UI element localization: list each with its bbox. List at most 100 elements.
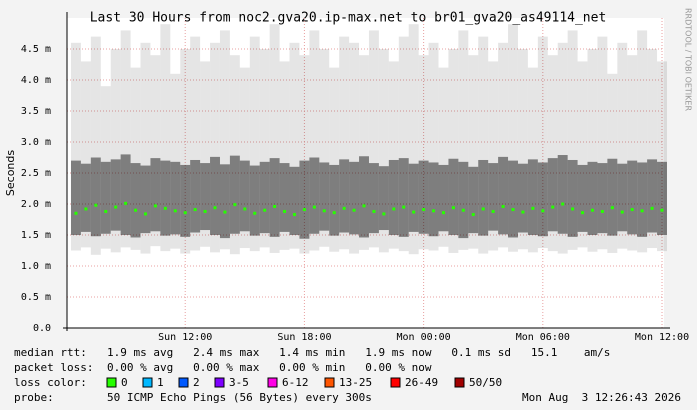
median-point <box>630 208 634 212</box>
median-point <box>114 205 118 209</box>
median-point <box>660 208 664 212</box>
smoke-core <box>279 163 290 232</box>
median-point <box>600 209 604 213</box>
smoke-outer <box>468 55 479 249</box>
smoke-core <box>567 159 578 237</box>
median-point <box>332 211 336 215</box>
legend-label: 6-12 <box>282 376 309 389</box>
smoke-core <box>289 166 300 235</box>
median-point <box>561 202 565 206</box>
smoke-outer <box>329 67 340 252</box>
smoke-outer <box>368 30 379 248</box>
median-point <box>153 204 157 208</box>
median-point <box>451 206 455 210</box>
smoke-outer <box>488 61 499 251</box>
smoke-core <box>150 158 161 232</box>
median-point <box>620 210 624 214</box>
smoke-outer <box>428 42 439 251</box>
legend-label: 1 <box>157 376 164 389</box>
smoke-outer <box>448 49 459 253</box>
smoke-core <box>180 164 191 237</box>
median-point <box>511 208 515 212</box>
watermark: RRDTOOL / TOBI OETIKER <box>684 8 693 111</box>
y-tick-label: 1.5 m <box>21 230 51 241</box>
probe-label: probe: <box>14 391 54 404</box>
smoke-outer <box>537 36 548 249</box>
smoke-outer <box>150 55 161 247</box>
y-tick-label: 4.0 m <box>21 75 51 86</box>
median-point <box>163 206 167 210</box>
x-tick-label: Sun 18:00 <box>277 332 331 343</box>
legend-swatch <box>390 377 401 388</box>
smoke-core <box>368 163 379 234</box>
smoke-outer <box>319 49 330 247</box>
smoke-core <box>398 158 409 237</box>
smoke-outer <box>617 42 628 249</box>
median-point <box>571 207 575 211</box>
median-point <box>521 210 525 214</box>
median-point <box>461 208 465 212</box>
median-point <box>531 206 535 210</box>
median-point <box>352 208 356 212</box>
x-tick-label: Mon 06:00 <box>516 332 570 343</box>
median-point <box>134 208 138 212</box>
median-point <box>541 209 545 213</box>
smoke-outer <box>190 36 201 251</box>
smoke-core <box>349 161 360 235</box>
smoke-core <box>269 158 280 237</box>
smoke-outer <box>90 36 101 255</box>
smoke-core <box>458 161 469 239</box>
smoke-core <box>309 157 320 234</box>
y-tick-label: 3.0 m <box>21 137 51 148</box>
smoke-core <box>170 161 181 235</box>
median-point <box>74 211 78 215</box>
smoke-outer <box>587 49 598 252</box>
y-axis-label: Seconds <box>4 150 17 196</box>
stats-label: packet loss: <box>14 361 93 374</box>
stats-text: 1.9 ms avg 2.4 ms max 1.4 ms min 1.9 ms … <box>107 346 610 359</box>
median-point <box>382 212 386 216</box>
smoke-outer <box>378 49 389 253</box>
median-point <box>322 209 326 213</box>
median-point <box>173 209 177 213</box>
smoke-core <box>517 163 528 233</box>
smoke-core <box>378 166 389 231</box>
legend-swatch <box>142 377 153 388</box>
legend-label: 2 <box>193 376 200 389</box>
smoke-outer <box>339 36 350 250</box>
smoke-outer <box>120 30 131 248</box>
median-point <box>441 211 445 215</box>
smoke-core <box>70 160 81 235</box>
smoke-core <box>229 155 240 234</box>
median-point <box>223 210 227 214</box>
smoke-core <box>319 162 330 231</box>
median-point <box>302 208 306 212</box>
y-tick-label: 2.0 m <box>21 199 51 210</box>
median-point <box>104 209 108 213</box>
median-point <box>193 208 197 212</box>
median-point <box>650 206 654 210</box>
legend-swatch <box>267 377 278 388</box>
x-tick-label: Mon 12:00 <box>635 332 689 343</box>
smoke-core <box>468 166 479 234</box>
probe-date: Mon Aug 3 12:26:43 2026 <box>522 391 681 404</box>
stats-label: median rtt: <box>14 346 87 359</box>
smoke-core <box>527 159 538 235</box>
median-point <box>362 204 366 208</box>
median-point <box>392 207 396 211</box>
smoke-core <box>597 163 608 234</box>
x-tick-label: Mon 00:00 <box>397 332 451 343</box>
smoke-core <box>617 163 628 232</box>
median-point <box>203 209 207 213</box>
median-point <box>412 210 416 214</box>
smoke-core <box>478 159 489 236</box>
median-point <box>402 205 406 209</box>
y-tick-label: 2.5 m <box>21 168 51 179</box>
smoke-outer <box>110 49 121 253</box>
legend-label: 26-49 <box>405 376 438 389</box>
y-tick-label: 4.5 m <box>21 44 51 55</box>
legend-label: 50/50 <box>469 376 502 389</box>
median-point <box>143 212 147 216</box>
median-point <box>581 211 585 215</box>
smoke-core <box>498 156 509 235</box>
